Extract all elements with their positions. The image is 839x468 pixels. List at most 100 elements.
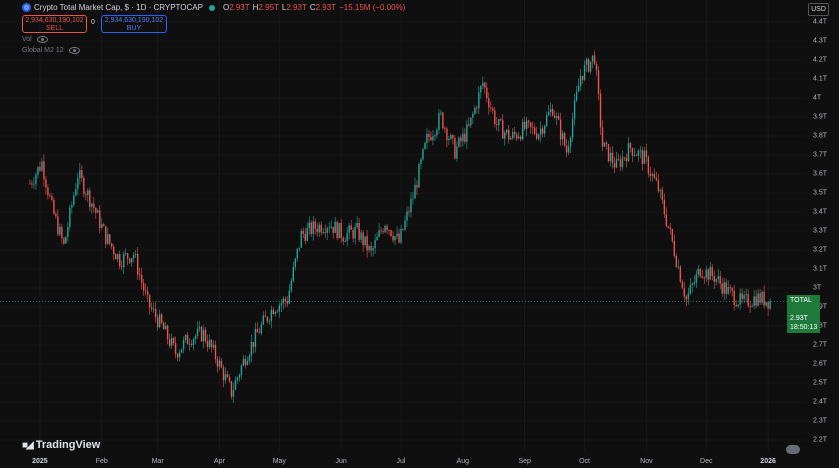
candle-body bbox=[735, 304, 737, 307]
y-tick-label: 2.4T bbox=[813, 398, 828, 406]
candle-body bbox=[486, 87, 488, 99]
candle-body bbox=[210, 340, 213, 348]
candle-body bbox=[158, 314, 161, 328]
ohlc-item: −15.15M (−0.00%) bbox=[339, 3, 408, 12]
candle-body bbox=[362, 232, 364, 246]
candle-body bbox=[348, 225, 350, 233]
candle-body bbox=[192, 338, 195, 345]
indicator-vol[interactable]: Vol bbox=[22, 36, 48, 43]
candle-body bbox=[458, 137, 460, 147]
candle-body bbox=[769, 300, 771, 309]
candle-body bbox=[306, 228, 308, 241]
currency-selector[interactable]: USD bbox=[808, 3, 829, 16]
candle-body bbox=[404, 220, 406, 230]
candle-body bbox=[131, 257, 133, 263]
ohlc-item: C2.93T bbox=[309, 3, 337, 12]
candle-body bbox=[452, 135, 454, 139]
candle-body bbox=[144, 290, 147, 292]
candle-body bbox=[322, 232, 324, 233]
candle-body bbox=[176, 354, 179, 358]
candle-body bbox=[466, 124, 468, 142]
candle-body bbox=[561, 133, 564, 140]
candle-body bbox=[577, 85, 580, 92]
tradingview-logo[interactable]: ■◢ TradingView bbox=[22, 439, 100, 451]
candle-body bbox=[741, 293, 743, 299]
eye-icon[interactable] bbox=[36, 36, 48, 43]
candle-body bbox=[65, 236, 67, 244]
candle-body bbox=[645, 150, 648, 158]
candle-body bbox=[330, 226, 332, 228]
candle-body bbox=[537, 134, 540, 139]
candle-body bbox=[382, 231, 384, 233]
candle-body bbox=[208, 340, 211, 348]
candle-body bbox=[518, 136, 520, 139]
candle-body bbox=[81, 170, 83, 178]
candle-body bbox=[123, 253, 125, 268]
y-tick-label: 2.2T bbox=[813, 436, 828, 444]
candle-body bbox=[629, 143, 632, 148]
candle-body bbox=[635, 155, 638, 156]
candle-body bbox=[673, 240, 676, 257]
candle-body bbox=[234, 380, 237, 390]
candle-body bbox=[535, 133, 538, 139]
y-tick-label: 2.3T bbox=[813, 417, 828, 425]
candlestick-series bbox=[29, 50, 771, 404]
candle-body bbox=[75, 188, 77, 196]
ohlc-value: 2.93T bbox=[286, 3, 307, 12]
flag-icon[interactable] bbox=[786, 445, 800, 454]
candle-body bbox=[605, 142, 608, 145]
symbol-header: ◎ Crypto Total Market Cap, $ · 1D · CRYP… bbox=[22, 3, 408, 12]
candle-body bbox=[569, 137, 572, 147]
candle-body bbox=[107, 234, 109, 244]
candle-body bbox=[543, 125, 546, 134]
candle-body bbox=[737, 304, 739, 307]
candle-body bbox=[264, 315, 267, 317]
candle-body bbox=[713, 275, 715, 282]
candle-body bbox=[354, 227, 356, 239]
y-tick-label: 3.5T bbox=[813, 189, 828, 197]
candle-body bbox=[496, 124, 498, 126]
candle-body bbox=[456, 146, 458, 159]
candle-body bbox=[697, 268, 699, 275]
candle-body bbox=[324, 232, 326, 233]
candle-body bbox=[547, 112, 550, 116]
x-tick-label: Feb bbox=[95, 458, 108, 465]
candle-body bbox=[599, 93, 602, 128]
candle-body bbox=[428, 133, 430, 138]
candle-body bbox=[757, 293, 759, 306]
candle-body bbox=[266, 316, 269, 322]
candle-body bbox=[573, 100, 576, 120]
candle-body bbox=[591, 55, 594, 62]
candle-body bbox=[180, 348, 183, 353]
candle-body bbox=[553, 115, 556, 118]
candle-body bbox=[140, 274, 143, 283]
candle-body bbox=[549, 108, 552, 113]
symbol-title[interactable]: Crypto Total Market Cap, $ · 1D · CRYPTO… bbox=[34, 3, 203, 12]
candle-body bbox=[252, 342, 255, 347]
candle-body bbox=[358, 222, 360, 240]
candle-body bbox=[119, 254, 121, 267]
candle-body bbox=[669, 227, 672, 230]
candle-body bbox=[162, 322, 165, 330]
eye-icon[interactable] bbox=[68, 47, 80, 54]
candle-body bbox=[545, 115, 548, 126]
candle-body bbox=[136, 253, 139, 275]
candle-body bbox=[57, 216, 59, 235]
sell-button[interactable]: 2,934,630,190,102 SELL bbox=[22, 15, 87, 33]
candle-body bbox=[430, 137, 432, 141]
candle-body bbox=[67, 227, 69, 237]
indicator-global-m2[interactable]: Global M2 12 bbox=[22, 47, 80, 54]
candle-body bbox=[246, 361, 249, 365]
candle-body bbox=[539, 128, 542, 135]
candle-body bbox=[753, 296, 755, 306]
candle-body bbox=[621, 157, 624, 168]
brand-name: TradingView bbox=[35, 439, 101, 451]
y-tick-label: 2.7T bbox=[813, 341, 828, 349]
candle-body bbox=[665, 214, 668, 226]
candle-body bbox=[687, 293, 689, 300]
candle-body bbox=[533, 127, 536, 134]
candle-body bbox=[332, 226, 334, 233]
candle-body bbox=[442, 112, 444, 129]
buy-button[interactable]: 2,934,630,190,102 BUY bbox=[101, 15, 167, 33]
